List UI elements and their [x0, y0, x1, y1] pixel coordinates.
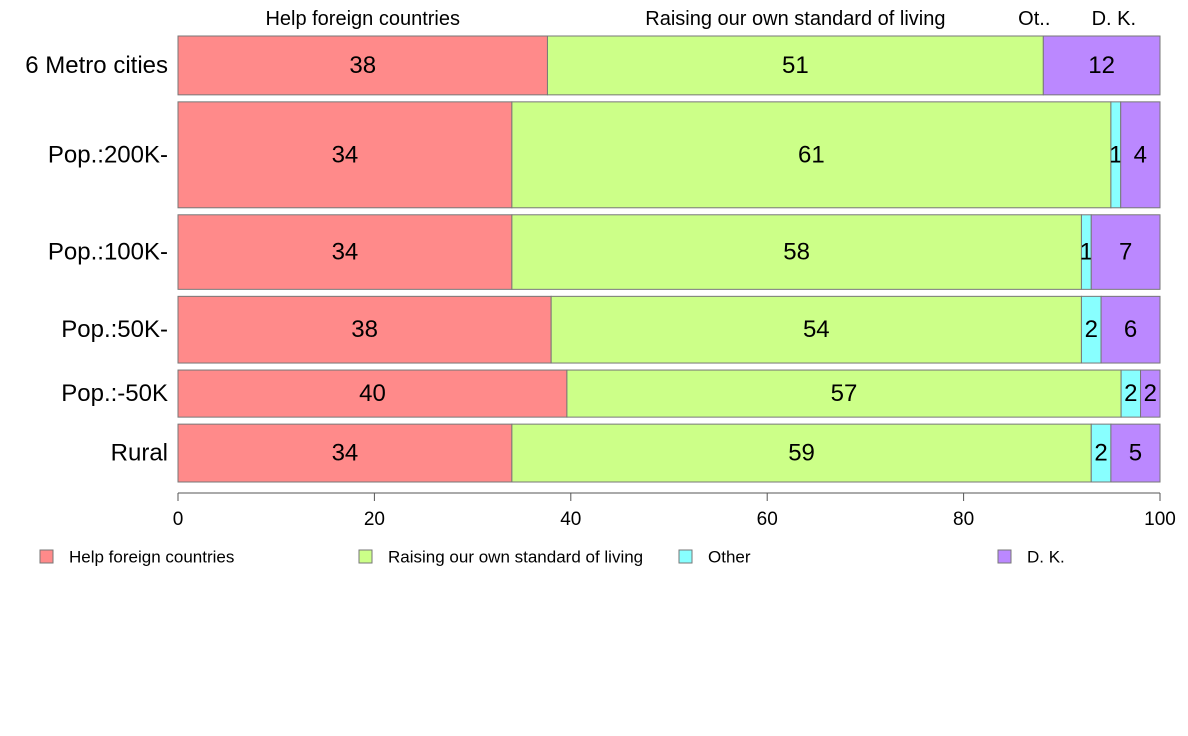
data-label-raising-our-own-standard-of-living-pop-100k: 58 — [783, 239, 810, 266]
column-header-raising-our-own-standard-of-living: Raising our own standard of living — [645, 8, 945, 30]
legend-swatch-d-k — [998, 550, 1011, 563]
data-label-other-pop-50k: 2 — [1085, 316, 1098, 343]
x-tick-label-60: 60 — [757, 509, 778, 530]
legend-swatch-other — [679, 550, 692, 563]
data-label-help-foreign-countries-pop-50k: 40 — [359, 380, 386, 407]
data-label-help-foreign-countries-6-metro-cities: 38 — [349, 52, 376, 79]
x-tick-label-40: 40 — [560, 509, 581, 530]
legend-label-other: Other — [708, 548, 751, 567]
legend-label-help-foreign-countries: Help foreign countries — [69, 548, 234, 567]
x-tick-label-0: 0 — [173, 509, 184, 530]
data-label-d-k-pop-200k: 4 — [1134, 141, 1147, 168]
data-label-raising-our-own-standard-of-living-pop-50k: 54 — [803, 316, 830, 343]
column-header-help-foreign-countries: Help foreign countries — [265, 8, 460, 30]
x-tick-label-80: 80 — [953, 509, 974, 530]
legend-label-d-k: D. K. — [1027, 548, 1065, 567]
legend-label-raising-our-own-standard-of-living: Raising our own standard of living — [388, 548, 643, 567]
data-label-help-foreign-countries-pop-50k: 38 — [351, 316, 378, 343]
mosaic-bar-chart: 6 Metro cities 38 51 12Pop.:200K- 34 61 1 4Pop.… — [0, 0, 1188, 736]
data-label-raising-our-own-standard-of-living-6-metro-cities: 51 — [782, 52, 809, 79]
data-label-other-pop-50k: 2 — [1124, 380, 1137, 407]
legend-swatch-help-foreign-countries — [40, 550, 53, 563]
column-header-ot: Ot.. — [1018, 8, 1050, 30]
data-label-help-foreign-countries-pop-100k: 34 — [332, 239, 359, 266]
column-header-d-k: D. K. — [1092, 8, 1136, 30]
data-label-other-rural: 2 — [1094, 440, 1107, 467]
category-label-rural: Rural — [111, 440, 168, 467]
x-tick-label-100: 100 — [1144, 509, 1176, 530]
category-label-pop-100k: Pop.:100K- — [48, 239, 168, 266]
data-label-help-foreign-countries-pop-200k: 34 — [332, 141, 359, 168]
category-label-pop-50k: Pop.:-50K — [61, 380, 168, 407]
data-label-d-k-pop-50k: 6 — [1124, 316, 1137, 343]
category-label-pop-50k: Pop.:50K- — [61, 316, 168, 343]
data-label-help-foreign-countries-rural: 34 — [332, 440, 359, 467]
data-label-d-k-rural: 5 — [1129, 440, 1142, 467]
data-label-raising-our-own-standard-of-living-pop-200k: 61 — [798, 141, 825, 168]
legend-swatch-raising-our-own-standard-of-living — [359, 550, 372, 563]
data-label-raising-our-own-standard-of-living-pop-50k: 57 — [831, 380, 858, 407]
category-label-6-metro-cities: 6 Metro cities — [25, 52, 168, 79]
data-label-d-k-6-metro-cities: 12 — [1088, 52, 1115, 79]
x-tick-label-20: 20 — [364, 509, 385, 530]
data-label-d-k-pop-100k: 7 — [1119, 239, 1132, 266]
category-label-pop-200k: Pop.:200K- — [48, 141, 168, 168]
data-label-raising-our-own-standard-of-living-rural: 59 — [788, 440, 815, 467]
data-label-d-k-pop-50k: 2 — [1144, 380, 1157, 407]
